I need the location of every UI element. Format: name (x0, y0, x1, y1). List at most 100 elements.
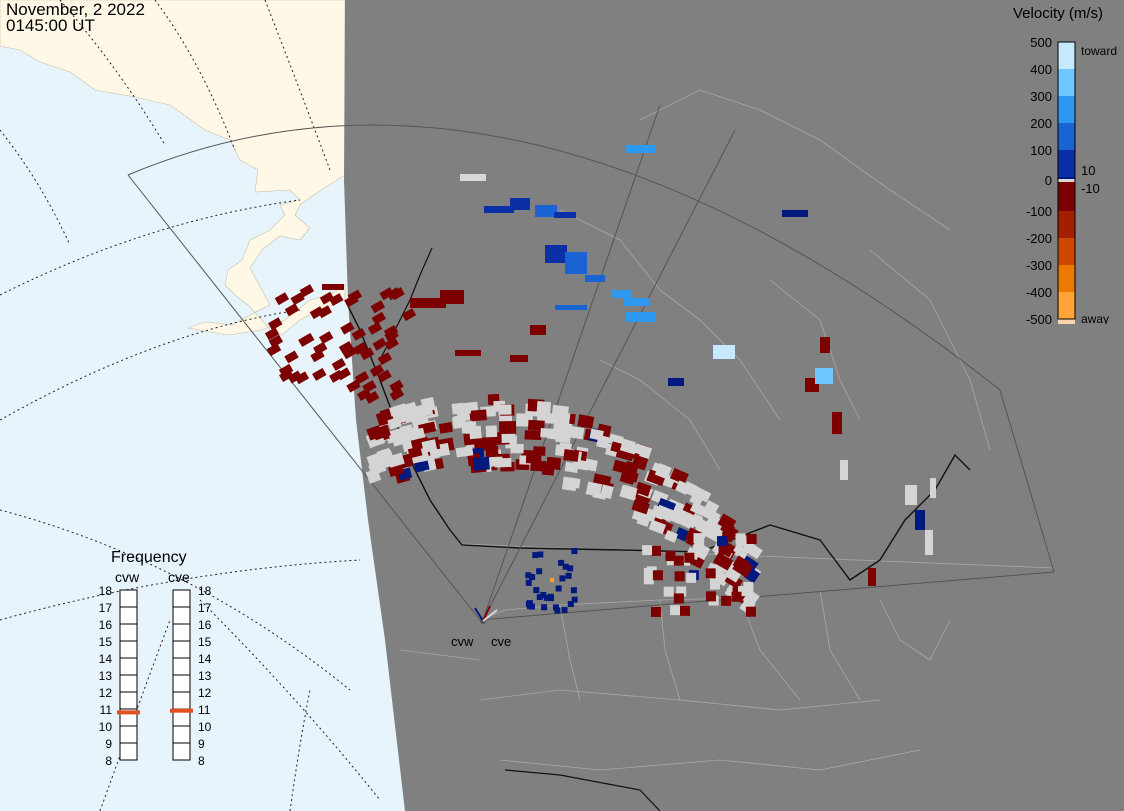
velocity-cell (299, 284, 315, 298)
velocity-cell (840, 460, 848, 480)
velocity-cell (620, 469, 639, 483)
velocity-cell (721, 595, 732, 606)
frequency-bin (119, 589, 138, 608)
frequency-tick: 17 (99, 601, 113, 615)
velocity-cell (673, 555, 684, 566)
velocity-cell (619, 441, 638, 455)
velocity-cell (626, 145, 656, 153)
velocity-cell (732, 586, 743, 597)
velocity-cell (599, 484, 614, 499)
velocity-cell (561, 607, 568, 614)
velocity-cell (370, 300, 385, 314)
velocity-cell (354, 371, 370, 385)
velocity-cell (738, 586, 749, 597)
frequency-tick: 10 (99, 720, 113, 734)
station-label-cvw: cvw (451, 634, 474, 649)
velocity-cell (344, 294, 359, 308)
velocity-cell (470, 409, 488, 422)
frequency-tick: 13 (198, 669, 212, 683)
frequency-tick: 14 (198, 652, 212, 666)
velocity-cell (693, 533, 704, 544)
velocity-cell (698, 519, 713, 534)
velocity-cell (440, 290, 464, 304)
velocity-cell (407, 446, 423, 459)
velocity-cell (290, 292, 305, 306)
velocity-cell (421, 439, 438, 453)
colorbar-tick: 10 (1081, 163, 1095, 178)
velocity-cell (567, 565, 574, 572)
border-south (504, 769, 661, 811)
velocity-cell (622, 484, 638, 498)
velocity-cell (631, 499, 650, 515)
velocity-cell (596, 434, 610, 449)
velocity-cell (743, 581, 754, 592)
velocity-cell (313, 341, 328, 355)
velocity-cell (342, 346, 357, 360)
velocity-cell (284, 350, 299, 364)
colorbar-tick: -10 (1081, 181, 1100, 196)
velocity-cell (643, 567, 654, 578)
velocity-cell (377, 369, 392, 383)
velocity-cell (499, 420, 517, 435)
frequency-tick: 12 (99, 686, 113, 700)
velocity-cell (364, 390, 380, 404)
frequency-tick: 8 (105, 754, 112, 768)
velocity-cell (868, 568, 876, 586)
frequency-tick: 14 (99, 652, 113, 666)
frequency-bin (172, 674, 191, 693)
velocity-cell (328, 293, 344, 307)
velocity-cell (691, 486, 712, 503)
velocity-cell (925, 530, 933, 555)
station-markers (474, 605, 498, 624)
colorbar-swatch (1058, 123, 1075, 150)
velocity-cell (410, 298, 446, 308)
velocity-cell (353, 341, 368, 355)
colorbar-swatch (1058, 184, 1075, 211)
velocity-cell (356, 388, 372, 402)
velocity-cell (550, 578, 554, 582)
velocity-cell (567, 601, 574, 608)
velocity-cell (577, 414, 595, 429)
velocity-cell (689, 501, 706, 517)
velocity-cell (571, 548, 578, 555)
frequency-bin (119, 640, 138, 659)
legend-title: Velocity (m/s) (1013, 5, 1104, 22)
frequency-label-cvw: cvw (115, 569, 140, 585)
velocity-cell (480, 436, 497, 450)
colorbar-tick: -100 (1026, 204, 1052, 219)
frequency-bin (119, 657, 138, 676)
velocity-cell (686, 572, 697, 583)
velocity-cell (657, 497, 677, 514)
colorbar-swatch (1058, 69, 1075, 96)
frequency-marker (117, 710, 140, 715)
away-label: away (1081, 312, 1109, 324)
velocity-cell (540, 591, 547, 598)
velocity-cell (401, 308, 417, 322)
velocity-cell (552, 604, 559, 611)
velocity-cell (386, 287, 401, 301)
velocity-cell (651, 545, 662, 556)
velocity-cell (310, 349, 325, 363)
velocity-cell (484, 206, 514, 213)
velocity-cell (329, 369, 344, 383)
velocity-cell (705, 568, 716, 579)
velocity-cell (559, 575, 566, 582)
velocity-cell (268, 334, 284, 348)
velocity-cell (524, 430, 542, 441)
velocity-cell (743, 541, 754, 552)
colorbar-tick: -200 (1026, 231, 1052, 246)
frequency-tick: 11 (100, 703, 113, 717)
velocity-cell (567, 477, 581, 489)
velocity-cell (570, 587, 577, 594)
velocity-cell (705, 591, 716, 602)
daylight-land (0, 0, 346, 336)
velocity-cell (535, 205, 557, 217)
velocity-cell (498, 404, 512, 415)
velocity-cell (389, 387, 405, 401)
velocity-cell (387, 416, 402, 430)
frequency-tick: 18 (198, 585, 212, 598)
colorbar-swatch (1058, 265, 1075, 292)
velocity-cell (668, 378, 684, 386)
velocity-cell (384, 337, 399, 351)
radar-fov (127, 104, 1055, 621)
